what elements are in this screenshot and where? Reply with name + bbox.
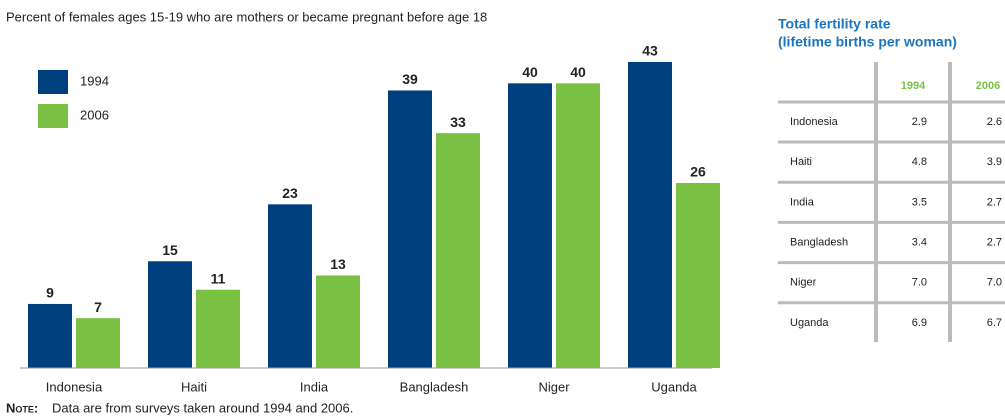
note: Data are from surveys taken around 1994 …: [52, 400, 353, 415]
bar: [196, 289, 240, 368]
table-cell: 3.9: [987, 156, 1002, 168]
bar: [268, 204, 312, 368]
bar: [28, 303, 72, 368]
legend-label: 2006: [80, 107, 109, 122]
table-header: 2006: [976, 80, 1000, 92]
legend-swatch: [38, 70, 68, 94]
x-tick-label: Bangladesh: [400, 379, 469, 394]
row-label: Bangladesh: [790, 237, 848, 249]
value-label: 43: [642, 43, 658, 59]
bar: [676, 182, 720, 368]
legend-swatch: [38, 104, 68, 128]
table-cell: 2.7: [987, 196, 1002, 208]
x-tick-label: India: [300, 379, 329, 394]
table-title: Total fertility rate: [778, 16, 891, 32]
value-label: 40: [570, 64, 586, 80]
row-label: Haiti: [790, 156, 812, 168]
table-cell: 2.9: [912, 116, 927, 128]
x-tick-label: Indonesia: [46, 379, 103, 394]
table-cell: 6.9: [912, 317, 927, 329]
value-label: 7: [94, 299, 102, 315]
table-cell: 2.6: [987, 116, 1002, 128]
table-cell: 7.0: [912, 277, 927, 289]
bar: [388, 90, 432, 368]
value-label: 26: [690, 164, 706, 180]
x-tick-label: Niger: [538, 379, 570, 394]
row-label: Uganda: [790, 317, 829, 329]
row-label: Indonesia: [790, 116, 839, 128]
value-label: 39: [402, 71, 418, 87]
x-tick-label: Uganda: [651, 379, 697, 394]
table-cell: 2.7: [987, 237, 1002, 249]
table-cell: 7.0: [987, 277, 1002, 289]
value-label: 33: [450, 114, 466, 130]
row-label: Niger: [790, 277, 817, 289]
value-label: 15: [162, 242, 178, 258]
value-label: 11: [211, 270, 226, 286]
table-cell: 6.7: [987, 317, 1002, 329]
value-label: 40: [522, 64, 538, 80]
bar: [316, 275, 360, 368]
bar: [76, 318, 120, 368]
table-header: 1994: [901, 80, 926, 92]
value-label: 23: [282, 185, 298, 201]
table-title: (lifetime births per woman): [778, 34, 957, 50]
legend-label: 1994: [80, 73, 109, 88]
bar: [148, 261, 192, 368]
row-label: India: [790, 196, 815, 208]
table-cell: 3.4: [912, 237, 927, 249]
bar: [436, 133, 480, 368]
bar: [628, 62, 672, 368]
value-label: 9: [46, 285, 54, 301]
x-tick-label: Haiti: [181, 379, 207, 394]
note-label: Note:: [6, 400, 38, 415]
chart-title: Percent of females ages 15-19 who are mo…: [6, 9, 487, 24]
bar: [556, 83, 600, 368]
bar: [508, 83, 552, 368]
table-cell: 3.5: [912, 196, 927, 208]
table-cell: 4.8: [912, 156, 927, 168]
value-label: 13: [330, 256, 346, 272]
